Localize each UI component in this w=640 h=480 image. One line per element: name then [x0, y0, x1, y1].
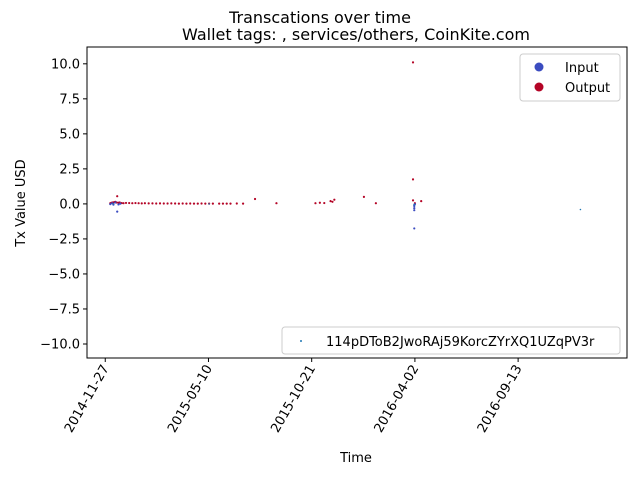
data-point	[318, 201, 321, 204]
y-tick-label: −7.5	[48, 302, 80, 317]
data-point	[221, 202, 225, 205]
y-axis-label: Tx Value USD	[14, 159, 29, 247]
data-point	[362, 195, 366, 198]
data-point	[420, 200, 423, 203]
data-point	[109, 203, 112, 206]
data-point	[579, 208, 582, 211]
plot-frame	[86, 46, 628, 359]
y-tick-label: −10.0	[40, 337, 80, 352]
y-tick-label: −2.5	[48, 232, 80, 247]
data-point	[131, 202, 134, 205]
data-point	[128, 201, 131, 205]
data-point	[208, 203, 210, 205]
legend-lower: 114pDToB2JwoRAj59KorcZYrXQ1UZqPV3r	[281, 326, 621, 355]
y-tick-label: 2.5	[59, 162, 80, 177]
y-tick-label: 0.0	[59, 197, 80, 212]
data-point	[218, 202, 221, 205]
x-tick-label: 2016-09-13	[475, 363, 526, 436]
data-point	[166, 202, 169, 205]
data-point	[413, 207, 416, 210]
data-point	[329, 200, 332, 203]
legend-output-label: Output	[565, 81, 610, 96]
data-point	[177, 202, 180, 205]
data-point	[134, 201, 137, 205]
data-point	[413, 227, 416, 230]
data-point	[413, 203, 416, 206]
x-tick-label: 2015-05-10	[165, 363, 216, 436]
data-point	[116, 210, 119, 213]
data-point	[140, 202, 143, 205]
data-point	[158, 202, 162, 205]
data-point	[413, 209, 416, 212]
legend-upper: Input Output	[519, 53, 621, 102]
data-point	[411, 61, 415, 64]
data-point	[333, 198, 336, 201]
x-tick-label: 2016-04-02	[372, 363, 423, 436]
data-point	[151, 202, 154, 205]
data-point	[235, 202, 238, 205]
x-tick-label: 2015-10-21	[268, 363, 319, 436]
data-point	[275, 202, 278, 205]
y-tick-label: −5.0	[48, 267, 80, 282]
data-point	[174, 202, 177, 205]
data-point	[124, 201, 128, 205]
legend-input-label: Input	[565, 61, 599, 76]
y-axis: −10.0 −7.5 −5.0 −2.5 0.0 2.5 5.0 7.5 10.0	[40, 57, 87, 352]
data-point	[117, 203, 120, 206]
legend-address-label: 114pDToB2JwoRAj59KorcZYrXQ1UZqPV3r	[326, 335, 595, 350]
legend-lower-box	[281, 326, 621, 355]
data-point	[122, 202, 125, 205]
data-point	[411, 178, 415, 181]
data-point	[114, 201, 117, 204]
data-point	[225, 202, 228, 205]
data-point	[323, 201, 326, 205]
data-point	[196, 202, 199, 205]
data-point	[155, 202, 158, 205]
data-point	[314, 202, 317, 205]
data-point	[189, 202, 192, 205]
x-axis-label: Time	[339, 451, 372, 466]
data-point	[137, 202, 140, 205]
x-axis: 2014-11-27 2015-05-10 2015-10-21 2016-04-02…	[62, 358, 526, 435]
data-point	[229, 202, 232, 205]
data-point	[119, 202, 122, 205]
data-point	[185, 202, 188, 205]
data-point	[241, 202, 245, 205]
legend-upper-box	[519, 53, 621, 102]
y-tick-label: 10.0	[51, 57, 80, 72]
data-point	[200, 202, 203, 205]
legend-address-marker	[300, 340, 302, 342]
data-point	[211, 202, 214, 205]
data-point	[192, 202, 196, 205]
legend-output-marker	[534, 82, 544, 92]
data-point	[204, 202, 207, 205]
chart-title: Transcations over time	[228, 8, 411, 27]
data-point	[147, 202, 150, 205]
data-point	[374, 202, 377, 205]
data-point	[181, 202, 184, 205]
chart-subtitle: Wallet tags: , services/others, CoinKite…	[182, 25, 530, 44]
data-point	[331, 200, 334, 203]
data-point	[112, 203, 115, 205]
x-tick-label: 2014-11-27	[62, 363, 113, 436]
y-tick-label: 5.0	[59, 127, 80, 142]
data-point	[253, 197, 257, 201]
data-points	[109, 61, 582, 230]
data-point	[170, 202, 173, 205]
data-point	[143, 202, 146, 205]
y-tick-label: 7.5	[59, 92, 80, 107]
data-point	[411, 199, 415, 202]
legend-input-marker	[534, 62, 544, 72]
data-point	[116, 195, 119, 198]
data-point	[162, 202, 165, 205]
